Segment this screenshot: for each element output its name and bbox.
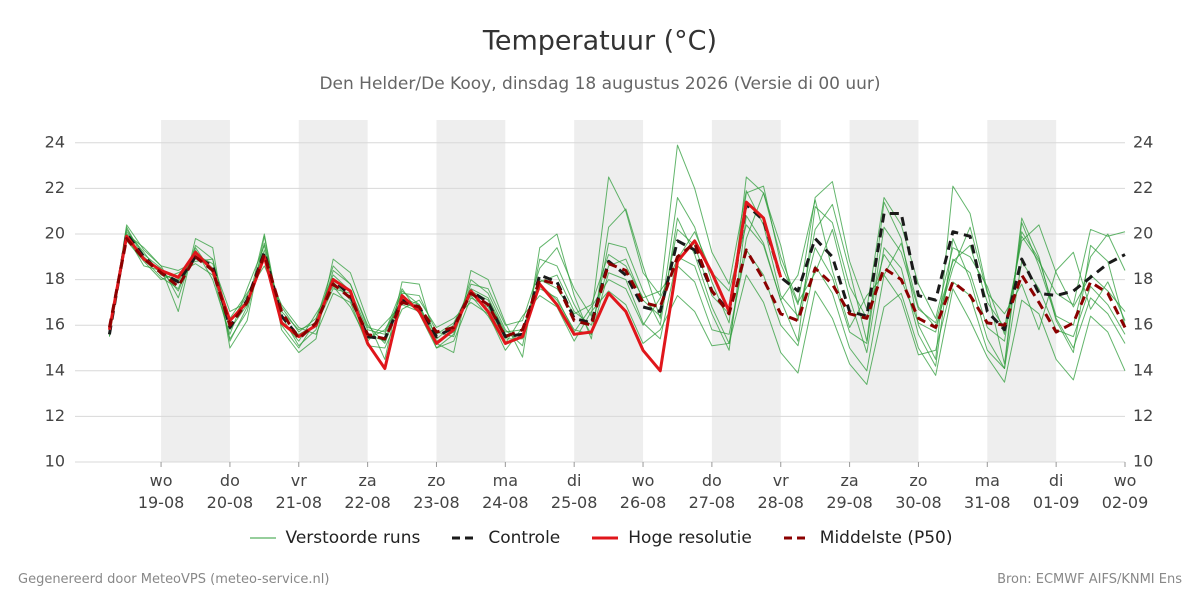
legend-label: Hoge resolutie [628,528,752,548]
x-tick-label: di 01-09 [1032,471,1080,512]
y-tick-label: 22 [45,178,65,197]
legend-item: Hoge resolutie [590,528,752,548]
y2-tick-label: 18 [1133,269,1153,288]
legend-item: Verstoorde runs [248,528,421,548]
x-tick-label: za 22-08 [344,471,391,512]
x-tick-label: ma 31-08 [964,471,1011,512]
legend: Verstoorde runs Controle Hoge resolutie Mid… [0,528,1200,548]
x-tick-label: za 29-08 [826,471,873,512]
legend-swatch [783,536,810,540]
legend-item: Controle [450,528,560,548]
x-tick-label: ma 24-08 [482,471,529,512]
x-tick-label: wo 19-08 [137,471,185,512]
ensemble-line [108,144,1126,344]
x-tick-label: vr 28-08 [757,471,804,512]
day-shade [987,120,1057,462]
legend-item: Middelste (P50) [782,528,953,548]
x-tick-label: di 25-08 [550,471,598,512]
y2-tick-label: 22 [1133,178,1153,197]
legend-label: Middelste (P50) [819,528,953,548]
y2-tick-label: 10 [1133,452,1153,471]
y2-tick-label: 12 [1133,406,1153,425]
day-shade [711,120,781,462]
y2-tick-label: 14 [1133,360,1153,379]
footer-credit: Gegenereerd door MeteoVPS (meteo-service… [18,572,330,587]
y-tick-label: 18 [45,269,65,288]
x-tick-label: zo 23-08 [413,471,460,512]
legend-swatch [452,536,479,540]
x-tick-label: wo 26-08 [619,471,667,512]
y-tick-label: 10 [45,452,65,471]
y2-tick-label: 16 [1133,315,1153,334]
day-shade [298,120,368,462]
x-tick-label: do 27-08 [688,471,736,512]
x-tick-label: wo 02-09 [1101,471,1149,512]
x-tick-label: vr 21-08 [275,471,323,512]
y2-tick-label: 24 [1133,132,1153,151]
legend-swatch [592,536,619,540]
y2-tick-label: 20 [1133,224,1153,243]
legend-swatch [249,537,276,539]
legend-label: Controle [488,528,561,548]
x-tick-label: do 20-08 [206,471,254,512]
y-tick-label: 20 [45,224,65,243]
y-tick-label: 14 [45,360,65,379]
y-tick-label: 16 [45,315,65,334]
legend-label: Verstoorde runs [285,528,421,548]
footer-source: Bron: ECMWF AIFS/KNMI Ens [997,572,1182,587]
x-tick-label: zo 30-08 [895,471,942,512]
chart-title: Temperatuur (°C) [482,26,717,57]
y-tick-label: 12 [45,406,65,425]
chart-subtitle: Den Helder/De Kooy, dinsdag 18 augustus … [319,74,880,94]
y-tick-label: 24 [45,132,65,151]
